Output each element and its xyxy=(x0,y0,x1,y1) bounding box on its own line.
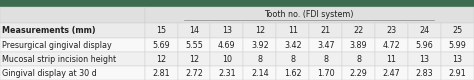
Bar xyxy=(342,38,375,52)
Bar xyxy=(145,23,177,38)
Bar xyxy=(441,38,474,52)
Bar xyxy=(309,52,342,66)
Text: 5.96: 5.96 xyxy=(416,41,433,50)
Text: 2.14: 2.14 xyxy=(251,69,269,78)
Text: 4.69: 4.69 xyxy=(218,41,236,50)
Bar xyxy=(177,52,210,66)
Text: 12: 12 xyxy=(255,26,265,35)
Bar xyxy=(276,38,309,52)
Text: 12: 12 xyxy=(189,55,199,64)
Text: 2.31: 2.31 xyxy=(218,69,236,78)
Bar xyxy=(145,38,177,52)
Text: 24: 24 xyxy=(419,26,429,35)
Bar xyxy=(0,0,474,7)
Text: 8: 8 xyxy=(323,55,328,64)
Text: 4.72: 4.72 xyxy=(383,41,401,50)
Bar xyxy=(210,52,244,66)
Text: 1.70: 1.70 xyxy=(317,69,335,78)
Bar xyxy=(145,52,177,66)
Text: 13: 13 xyxy=(419,55,429,64)
Text: 3.42: 3.42 xyxy=(284,41,301,50)
Text: Tooth no. (FDI system): Tooth no. (FDI system) xyxy=(264,10,354,19)
Bar xyxy=(309,38,342,52)
Text: 2.47: 2.47 xyxy=(383,69,401,78)
Bar xyxy=(210,23,244,38)
Text: 5.55: 5.55 xyxy=(185,41,203,50)
Bar xyxy=(441,66,474,80)
Text: 15: 15 xyxy=(156,26,166,35)
Text: 23: 23 xyxy=(387,26,397,35)
Bar xyxy=(0,23,145,38)
Bar xyxy=(375,66,408,80)
Text: Mucosal strip incision height: Mucosal strip incision height xyxy=(2,55,116,64)
Text: 22: 22 xyxy=(354,26,364,35)
Text: 3.89: 3.89 xyxy=(350,41,367,50)
Bar xyxy=(0,38,145,52)
Text: 8: 8 xyxy=(257,55,263,64)
Bar xyxy=(210,66,244,80)
Bar xyxy=(309,23,342,38)
Bar xyxy=(342,23,375,38)
Bar xyxy=(276,23,309,38)
Bar xyxy=(408,38,441,52)
Bar xyxy=(408,66,441,80)
Text: 8: 8 xyxy=(290,55,295,64)
Text: 3.92: 3.92 xyxy=(251,41,269,50)
Text: 13: 13 xyxy=(453,55,463,64)
Text: 1.62: 1.62 xyxy=(284,69,301,78)
Bar xyxy=(244,66,276,80)
Text: 2.72: 2.72 xyxy=(185,69,203,78)
Bar xyxy=(408,52,441,66)
Bar xyxy=(309,66,342,80)
Bar xyxy=(244,52,276,66)
Bar xyxy=(276,66,309,80)
Bar xyxy=(441,52,474,66)
Bar xyxy=(177,23,210,38)
Text: 25: 25 xyxy=(452,26,463,35)
Bar xyxy=(408,23,441,38)
Bar xyxy=(375,38,408,52)
Bar xyxy=(244,23,276,38)
Text: 5.69: 5.69 xyxy=(152,41,170,50)
Bar xyxy=(276,52,309,66)
Text: 21: 21 xyxy=(321,26,331,35)
Text: 11: 11 xyxy=(288,26,298,35)
Text: 12: 12 xyxy=(156,55,166,64)
Text: 2.29: 2.29 xyxy=(350,69,368,78)
Text: Measurements (mm): Measurements (mm) xyxy=(2,26,96,35)
Bar xyxy=(0,7,145,23)
Text: Presurgical gingival display: Presurgical gingival display xyxy=(2,41,112,50)
Text: 8: 8 xyxy=(356,55,361,64)
Bar xyxy=(177,38,210,52)
Text: 2.91: 2.91 xyxy=(449,69,466,78)
Text: 3.47: 3.47 xyxy=(317,41,335,50)
Bar xyxy=(0,52,145,66)
Bar xyxy=(210,38,244,52)
Bar xyxy=(244,38,276,52)
Text: 10: 10 xyxy=(222,55,232,64)
Text: 2.81: 2.81 xyxy=(152,69,170,78)
Text: 5.99: 5.99 xyxy=(448,41,466,50)
Bar xyxy=(145,7,474,23)
Bar xyxy=(375,23,408,38)
Text: 2.83: 2.83 xyxy=(416,69,433,78)
Text: Gingival display at 30 d: Gingival display at 30 d xyxy=(2,69,97,78)
Bar xyxy=(342,66,375,80)
Text: 14: 14 xyxy=(189,26,199,35)
Bar xyxy=(375,52,408,66)
Bar xyxy=(441,23,474,38)
Bar xyxy=(0,66,145,80)
Text: 11: 11 xyxy=(387,55,397,64)
Bar xyxy=(145,66,177,80)
Bar xyxy=(342,52,375,66)
Text: 13: 13 xyxy=(222,26,232,35)
Bar xyxy=(177,66,210,80)
